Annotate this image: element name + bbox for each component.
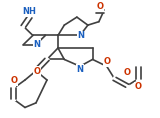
Text: O: O xyxy=(33,67,40,76)
Text: O: O xyxy=(124,67,131,76)
Text: N: N xyxy=(77,32,84,40)
Text: O: O xyxy=(135,82,142,91)
Text: O: O xyxy=(104,57,111,66)
Text: O: O xyxy=(10,76,17,85)
Text: O: O xyxy=(96,2,103,11)
Text: N: N xyxy=(76,65,84,74)
Text: N: N xyxy=(33,40,40,49)
Text: NH: NH xyxy=(22,7,36,17)
